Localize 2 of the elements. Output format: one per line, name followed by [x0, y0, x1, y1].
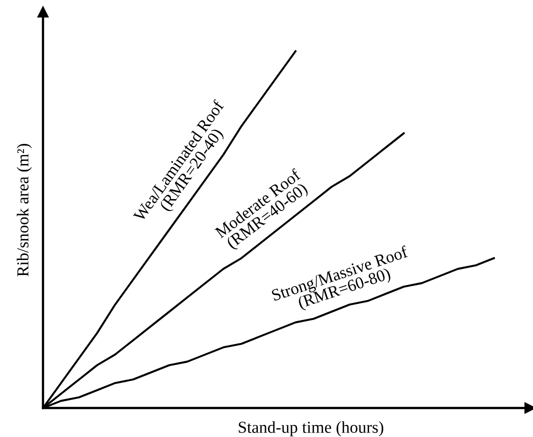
- x-axis-title: Stand-up time (hours): [238, 421, 384, 436]
- y-axis-title: Rib/snook area (m²): [16, 144, 32, 276]
